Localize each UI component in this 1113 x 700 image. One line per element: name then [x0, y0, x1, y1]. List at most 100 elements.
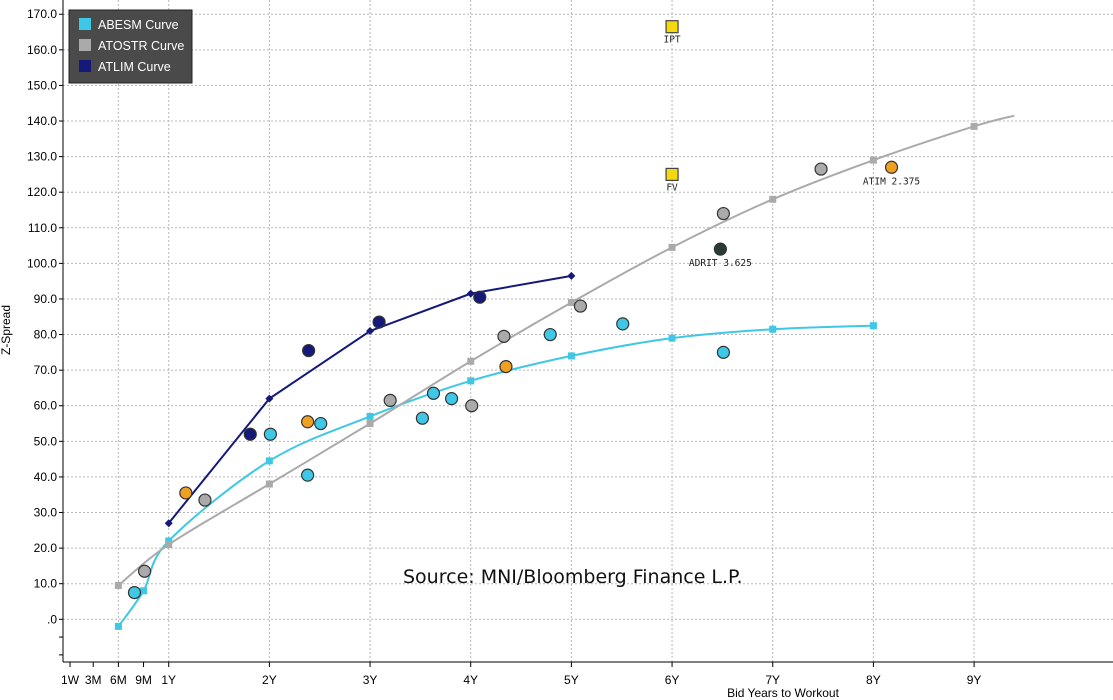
- x-tick-label: 3M: [85, 673, 102, 687]
- x-tick-label: 6M: [110, 673, 127, 687]
- y-tick-label: 110.0: [28, 221, 57, 235]
- bond-point: [616, 317, 630, 331]
- bond-point: [814, 162, 828, 176]
- y-tick-label: 170.0: [27, 7, 57, 21]
- bond-point: [243, 427, 257, 441]
- curve-marker: [265, 480, 273, 488]
- y-tick-label: 100.0: [27, 256, 57, 270]
- y-tick-label: 20.0: [34, 541, 58, 555]
- x-tick-label: 7Y: [765, 673, 780, 687]
- bond-points: [127, 20, 899, 600]
- curve-marker: [467, 377, 475, 385]
- legend-swatch-atlim: [79, 60, 91, 72]
- new-issue-label: FV: [666, 182, 678, 193]
- curve-marker: [165, 541, 173, 549]
- y-tick-label: 70.0: [34, 363, 58, 377]
- bond-point: [263, 427, 277, 441]
- legend-label-atostr: ATOSTR Curve: [98, 39, 184, 53]
- y-tick-label: 130.0: [27, 150, 57, 164]
- bond-label: ATIM 2.375: [863, 176, 920, 187]
- bond-point: [198, 493, 212, 507]
- curve-marker: [869, 156, 877, 164]
- y-tick-label: 10.0: [34, 577, 58, 591]
- curve-marker: [265, 394, 274, 403]
- y-tick-label: 60.0: [34, 399, 58, 413]
- curve-marker: [265, 457, 273, 465]
- curve-marker: [366, 412, 374, 420]
- y-tick-label: 30.0: [34, 506, 58, 520]
- x-tick-label: 9Y: [967, 673, 982, 687]
- legend-swatch-atostr: [79, 39, 91, 51]
- source-watermark: Source: MNI/Bloomberg Finance L.P.: [403, 566, 743, 588]
- bond-point: [716, 345, 731, 359]
- grid: [63, 0, 1113, 662]
- y-axis-title: Z-Spread: [0, 305, 13, 355]
- curve-marker: [467, 357, 475, 365]
- curve-marker: [140, 587, 148, 595]
- y-tick-label: 150.0: [27, 78, 57, 92]
- bond-point: [543, 327, 557, 342]
- y-tick-label: 50.0: [34, 434, 58, 448]
- bond-point: [137, 564, 152, 578]
- curves: [114, 114, 1015, 630]
- legend-swatch-abesm: [79, 18, 91, 30]
- bond-point: [383, 393, 397, 408]
- y-tick-label: 140.0: [27, 114, 57, 128]
- curve-marker: [970, 122, 978, 130]
- curve-marker: [366, 327, 375, 335]
- curve-marker: [769, 195, 777, 203]
- annotations: ADRIT 3.625 ATIM 2.375 IPT FV: [663, 35, 920, 269]
- x-tick-label: 3Y: [363, 673, 378, 687]
- x-tick-label: 8Y: [866, 673, 881, 687]
- x-tick-label: 6Y: [665, 673, 680, 687]
- bond-point: [426, 386, 441, 400]
- curve-marker: [869, 322, 877, 330]
- bond-point: [301, 468, 315, 482]
- bond-point: [179, 486, 193, 500]
- bond-point: [465, 399, 479, 413]
- bond-point: [713, 242, 727, 256]
- bond-point: [716, 206, 731, 221]
- legend-label-atlim: ATLIM Curve: [98, 60, 171, 74]
- curve-marker: [114, 581, 122, 589]
- curve-marker: [567, 299, 575, 307]
- bond-point: [301, 415, 315, 429]
- y-tick-label: 90.0: [34, 292, 58, 306]
- curve-marker: [567, 271, 576, 280]
- bond-point: [573, 299, 588, 313]
- y-tick-label: 80.0: [34, 328, 58, 342]
- x-axis-title: Bid Years to Workout: [727, 686, 840, 700]
- bond-point: [444, 392, 459, 406]
- bond-point: [302, 343, 316, 358]
- bond-point: [314, 416, 328, 431]
- curve-marker: [769, 325, 777, 333]
- bond-point: [497, 329, 511, 343]
- y-tick-label: 120.0: [27, 185, 57, 199]
- new-issue-label: IPT: [663, 35, 680, 46]
- y-tick-label: 160.0: [27, 43, 57, 57]
- curve-marker: [668, 334, 676, 342]
- curve-marker: [466, 289, 475, 298]
- bond-point: [499, 359, 513, 374]
- bond-point: [473, 290, 487, 304]
- new-issue-marker: [665, 20, 679, 34]
- legend-label-abesm: ABESM Curve: [98, 18, 179, 32]
- curve-marker: [668, 243, 676, 251]
- x-tick-label: 5Y: [564, 673, 579, 687]
- x-tick-label: 9M: [135, 673, 152, 687]
- x-tick-label: 1W: [61, 673, 80, 687]
- curve-marker: [164, 519, 173, 528]
- y-tick-label: .0: [47, 612, 57, 626]
- new-issue-marker: [665, 167, 679, 181]
- y-tick-label: 40.0: [34, 470, 58, 484]
- curve-marker: [366, 420, 374, 428]
- x-tick-label: 4Y: [463, 673, 478, 687]
- bond-point: [884, 160, 899, 174]
- x-tick-label: 2Y: [262, 673, 277, 687]
- bond-point: [372, 315, 386, 329]
- bond-label: ADRIT 3.625: [689, 258, 752, 269]
- curve-marker: [567, 352, 575, 360]
- curve-marker: [165, 537, 173, 545]
